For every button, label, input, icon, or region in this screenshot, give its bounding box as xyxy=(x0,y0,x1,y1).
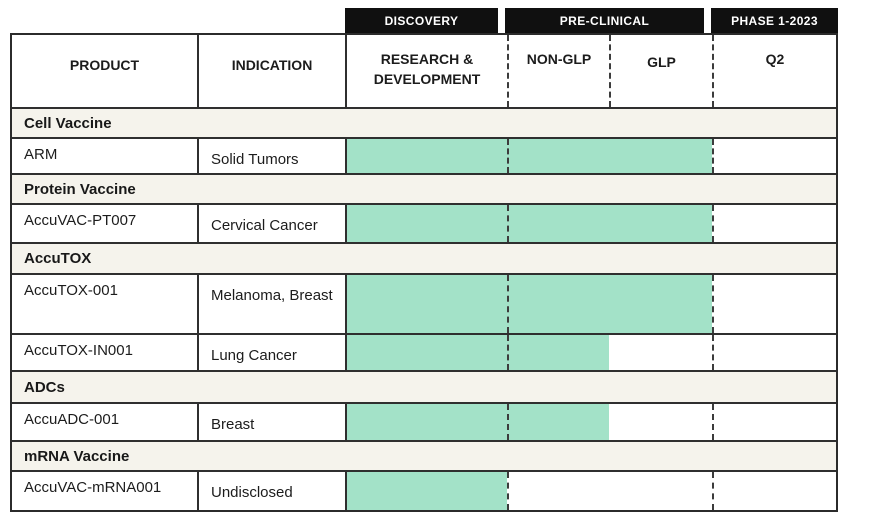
stage-divider-dash xyxy=(712,275,714,333)
section-label: mRNA Vaccine xyxy=(24,447,130,465)
indication-cell: Lung Cancer xyxy=(199,335,347,370)
pipeline-progress-bar xyxy=(347,275,712,333)
phase1-2023-badge: PHASE 1-2023 xyxy=(711,8,838,33)
pipeline-progress-bar xyxy=(347,404,609,440)
preclinical-phase-badge: PRE-CLINICAL xyxy=(505,8,704,33)
product-cell: AccuTOX-IN001 xyxy=(12,335,199,370)
pipeline-progress-bar xyxy=(347,205,712,242)
indication-cell: Cervical Cancer xyxy=(199,205,347,242)
indication-cell: Undisclosed xyxy=(199,472,347,510)
table-row-accuvac-mrna001: AccuVAC-mRNA001 Undisclosed xyxy=(12,470,836,510)
stage-divider-dash xyxy=(712,335,714,370)
pipeline-bar-cell xyxy=(347,404,836,440)
section-label: ADCs xyxy=(24,378,65,396)
product-column-header: PRODUCT xyxy=(12,35,199,107)
table-row-accuadc-001: AccuADC-001 Breast xyxy=(12,402,836,440)
table-row-accutox-in001: AccuTOX-IN001 Lung Cancer xyxy=(12,333,836,370)
stage-divider-dash xyxy=(507,275,509,333)
pipeline-bar-cell xyxy=(347,335,836,370)
product-cell: ARM xyxy=(12,139,199,173)
pipeline-table: PRODUCT INDICATION RESEARCH & DEVELOPMEN… xyxy=(10,33,838,512)
discovery-phase-badge: DISCOVERY xyxy=(345,8,498,33)
product-cell: AccuADC-001 xyxy=(12,404,199,440)
stage-divider-dash xyxy=(507,404,509,440)
section-row-adcs: ADCs xyxy=(12,370,836,402)
product-cell: AccuVAC-mRNA001 xyxy=(12,472,199,510)
stage-divider-dash xyxy=(712,404,714,440)
indication-cell: Melanoma, Breast xyxy=(199,275,347,333)
phase-badge-row: DISCOVERY PRE-CLINICAL PHASE 1-2023 xyxy=(345,8,838,33)
pipeline-progress-bar xyxy=(347,335,609,370)
pipeline-bar-cell xyxy=(347,205,836,242)
stage-divider-dash xyxy=(507,472,509,510)
section-row-cell-vaccine: Cell Vaccine xyxy=(12,107,836,137)
product-cell: AccuTOX-001 xyxy=(12,275,199,333)
non-glp-column-header: NON-GLP xyxy=(507,35,609,107)
section-label: Protein Vaccine xyxy=(24,180,136,198)
stage-divider-dash xyxy=(712,205,714,242)
research-development-column-header: RESEARCH & DEVELOPMENT xyxy=(373,51,481,88)
pipeline-chart: DISCOVERY PRE-CLINICAL PHASE 1-2023 PROD… xyxy=(10,8,838,512)
table-row-accuvac-pt007: AccuVAC-PT007 Cervical Cancer xyxy=(12,203,836,242)
indication-cell: Breast xyxy=(199,404,347,440)
stage-divider-dash xyxy=(507,335,509,370)
pipeline-bar-cell xyxy=(347,275,836,333)
glp-column-header: GLP xyxy=(609,35,712,107)
section-row-protein-vaccine: Protein Vaccine xyxy=(12,173,836,203)
section-row-mrna-vaccine: mRNA Vaccine xyxy=(12,440,836,470)
indication-cell: Solid Tumors xyxy=(199,139,347,173)
table-header-row: PRODUCT INDICATION RESEARCH & DEVELOPMEN… xyxy=(12,35,836,107)
badge-gap xyxy=(498,8,505,33)
stage-divider-dash xyxy=(507,205,509,242)
section-row-accutox: AccuTOX xyxy=(12,242,836,273)
pipeline-progress-bar xyxy=(347,139,712,173)
badge-gap xyxy=(704,8,711,33)
stage-divider-dash xyxy=(507,139,509,173)
q2-column-header: Q2 xyxy=(712,35,836,107)
section-label: Cell Vaccine xyxy=(24,114,112,132)
pipeline-bar-cell xyxy=(347,139,836,173)
indication-column-header: INDICATION xyxy=(199,35,347,107)
stage-divider-dash xyxy=(712,472,714,510)
table-row-arm: ARM Solid Tumors xyxy=(12,137,836,173)
stage-divider-dash xyxy=(712,139,714,173)
product-cell: AccuVAC-PT007 xyxy=(12,205,199,242)
section-label: AccuTOX xyxy=(24,250,92,267)
pipeline-progress-bar xyxy=(347,472,507,510)
pipeline-bar-cell xyxy=(347,472,836,510)
table-row-accutox-001: AccuTOX-001 Melanoma, Breast xyxy=(12,273,836,333)
